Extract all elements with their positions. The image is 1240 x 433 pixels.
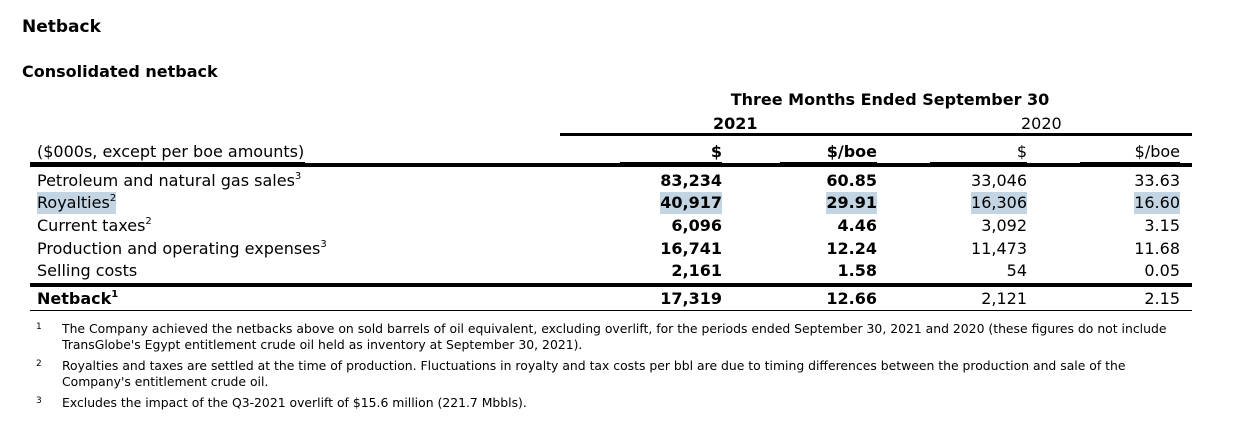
table-row: Royalties2 40,917 29.91 16,306 16.60 <box>0 192 1240 214</box>
footnote-mark: 1 <box>36 322 42 332</box>
table-row: Current taxes2 6,096 4.46 3,092 3.15 <box>0 215 1240 237</box>
col-2020-dollars: $ <box>1016 142 1027 161</box>
top-rule <box>560 133 1192 136</box>
cell-2020-per-boe: 16.60 <box>1134 192 1180 214</box>
total-label: Netback1 <box>37 289 119 308</box>
col-2020-per-boe: $/boe <box>1134 142 1180 161</box>
cell-2020-dollars: 54 <box>1006 261 1027 280</box>
cell-2020-per-boe: 33.63 <box>1134 171 1180 190</box>
c1-underline <box>620 162 722 163</box>
column-header-row: ($000s, except per boe amounts) $ $/boe … <box>0 141 1240 163</box>
c3-underline <box>930 162 1027 163</box>
cell-2020-per-boe: 0.05 <box>1144 261 1180 280</box>
row-label: Royalties2 <box>37 192 117 214</box>
year-2021: 2021 <box>713 114 758 133</box>
table-row: Petroleum and natural gas sales3 83,234 … <box>0 170 1240 192</box>
c4-underline <box>1080 162 1180 163</box>
cell-2020-dollars: 11,473 <box>971 239 1027 258</box>
cell-2021-per-boe: 4.46 <box>837 216 877 235</box>
row-label: Petroleum and natural gas sales3 <box>37 171 302 190</box>
cell-2020-per-boe: 3.15 <box>1144 216 1180 235</box>
footnote-text: The Company achieved the netbacks above … <box>62 321 1167 352</box>
label-underline <box>30 162 305 163</box>
section-title: Netback <box>22 17 101 37</box>
cell-2021-dollars: 2,161 <box>671 261 722 280</box>
row-label: Production and operating expenses3 <box>37 239 327 258</box>
footnote-text: Royalties and taxes are settled at the t… <box>62 358 1126 389</box>
total-2021-per-boe: 12.66 <box>826 289 877 308</box>
bottom-rule <box>30 310 1192 311</box>
units-label: ($000s, except per boe amounts) <box>37 142 305 161</box>
col-2021-dollars: $ <box>710 142 722 161</box>
cell-2020-dollars: 33,046 <box>971 171 1027 190</box>
table-row: Selling costs 2,161 1.58 54 0.05 <box>0 260 1240 282</box>
cell-2021-dollars: 83,234 <box>660 171 722 190</box>
row-label: Current taxes2 <box>37 216 152 235</box>
cell-2021-per-boe: 12.24 <box>826 239 877 258</box>
total-row: Netback1 17,319 12.66 2,121 2.15 <box>0 288 1240 310</box>
header-rule <box>30 163 1192 167</box>
total-rule <box>30 283 1192 287</box>
total-2021-dollars: 17,319 <box>660 289 722 308</box>
footnote-mark: 2 <box>36 359 42 369</box>
period-header: Three Months Ended September 30 <box>730 90 1050 109</box>
table-row: Production and operating expenses3 16,74… <box>0 238 1240 260</box>
footnote-text: Excludes the impact of the Q3-2021 overl… <box>62 395 527 410</box>
cell-2020-per-boe: 11.68 <box>1134 239 1180 258</box>
cell-2020-dollars: 16,306 <box>971 192 1027 214</box>
c2-underline <box>780 162 877 163</box>
cell-2020-dollars: 3,092 <box>981 216 1027 235</box>
col-2021-per-boe: $/boe <box>826 142 877 161</box>
cell-2021-dollars: 6,096 <box>671 216 722 235</box>
year-2020: 2020 <box>1021 114 1062 133</box>
total-2020-per-boe: 2.15 <box>1144 289 1180 308</box>
footnote-mark: 3 <box>36 396 42 406</box>
row-label: Selling costs <box>37 261 138 280</box>
table-title: Consolidated netback <box>22 62 218 81</box>
cell-2021-per-boe: 29.91 <box>826 192 877 214</box>
cell-2021-dollars: 40,917 <box>660 192 722 214</box>
cell-2021-per-boe: 1.58 <box>837 261 877 280</box>
cell-2021-dollars: 16,741 <box>660 239 722 258</box>
total-2020-dollars: 2,121 <box>981 289 1027 308</box>
cell-2021-per-boe: 60.85 <box>826 171 877 190</box>
